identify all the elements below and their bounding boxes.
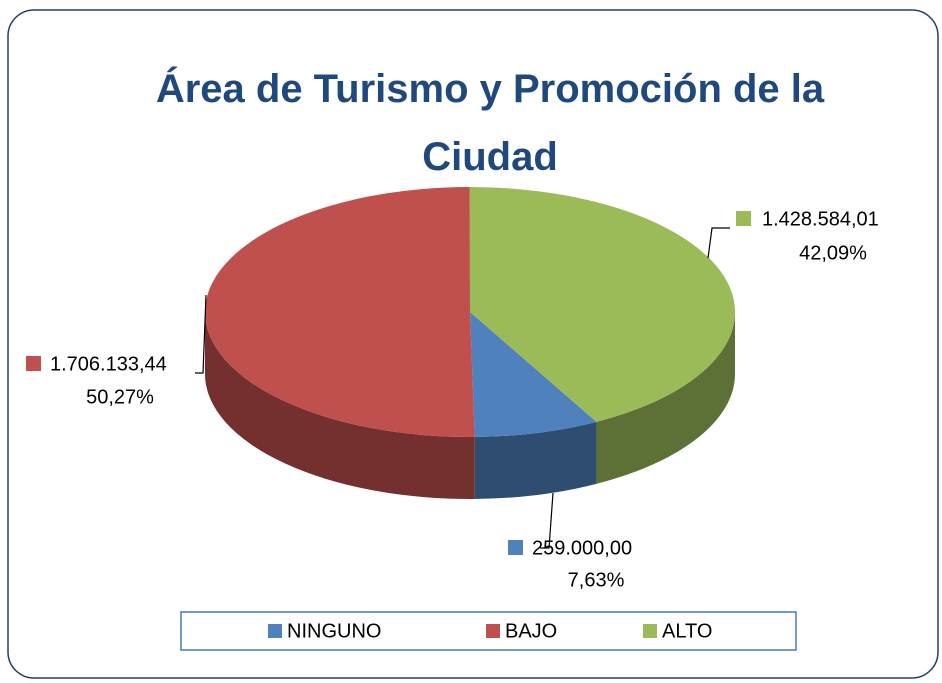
slice [205, 187, 475, 437]
legend-label: BAJO [505, 620, 557, 642]
legend-label: NINGUNO [287, 620, 381, 642]
slice-side [596, 312, 735, 484]
legend-key [268, 624, 282, 638]
slice [469, 187, 735, 422]
label-key [736, 211, 751, 226]
slice [470, 312, 597, 437]
data-label: 1.706.133,44 [50, 353, 167, 375]
legend-key [486, 624, 500, 638]
legend-key [643, 624, 657, 638]
leader-line [195, 294, 207, 374]
legend-label: ALTO [662, 620, 712, 642]
data-label: 259.000,00 [532, 537, 632, 559]
leader-line [540, 492, 554, 549]
label-key [26, 356, 41, 371]
label-key [508, 540, 523, 555]
slice-side [474, 421, 597, 499]
data-label-percent: 50,27% [86, 386, 154, 408]
chart-title: Área de Turismo y Promoción de la Ciudad [155, 67, 825, 179]
data-label-percent: 42,09% [799, 242, 867, 264]
slice-side [205, 312, 475, 499]
leader-line [707, 227, 730, 259]
data-label-percent: 7,63% [568, 569, 625, 591]
data-label: 1.428.584,01 [762, 208, 879, 230]
